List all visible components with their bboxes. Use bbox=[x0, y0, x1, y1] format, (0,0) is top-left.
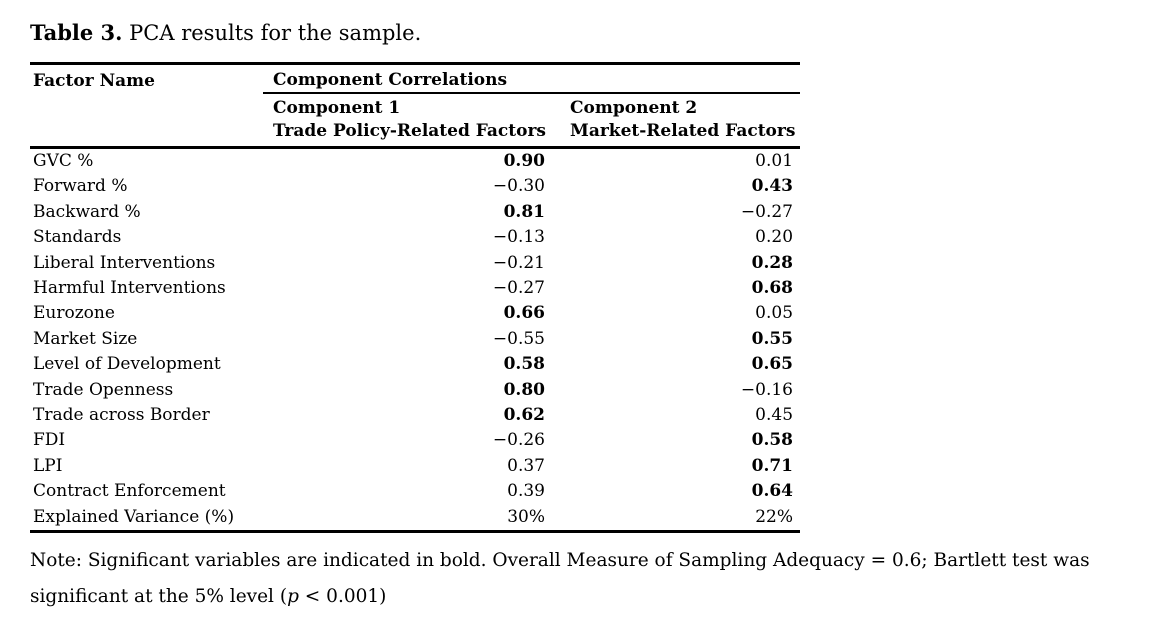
table-caption-text: PCA results for the sample. bbox=[129, 21, 422, 45]
note-line2-suffix: < 0.001) bbox=[298, 586, 387, 608]
component2-value-cell: 0.55 bbox=[751, 328, 794, 349]
component2-value-cell: 0.01 bbox=[755, 151, 794, 171]
table-row: Backward % 0.81 −0.27 bbox=[30, 200, 800, 225]
component2-header-line1: Component 2 bbox=[570, 98, 698, 118]
table-row: Level of Development 0.58 0.65 bbox=[30, 352, 800, 377]
component2-value-cell: 0.05 bbox=[755, 303, 794, 324]
factor-name-cell: Level of Development bbox=[33, 354, 221, 375]
component1-value-cell: 0.39 bbox=[507, 481, 545, 502]
component1-value-cell: 0.90 bbox=[503, 151, 545, 171]
factor-name-header: Factor Name bbox=[30, 63, 263, 149]
component1-value-cell: 0.80 bbox=[503, 379, 545, 400]
component2-value-cell: 0.28 bbox=[751, 252, 794, 273]
table-caption-label: Table 3. bbox=[30, 20, 123, 45]
note-p-symbol: p bbox=[287, 586, 299, 608]
component1-value-cell: −0.27 bbox=[492, 278, 545, 299]
component2-header-line2: Market-Related Factors bbox=[570, 121, 796, 141]
table-row: Liberal Interventions −0.21 0.28 bbox=[30, 251, 800, 276]
note-line1: Note: Significant variables are indicate… bbox=[30, 550, 1090, 572]
factor-name-cell: Liberal Interventions bbox=[33, 252, 216, 273]
factor-name-cell: Eurozone bbox=[33, 303, 115, 324]
component2-header: Component 2 Market-Related Factors bbox=[560, 93, 801, 149]
component1-header-line2: Trade Policy-Related Factors bbox=[273, 121, 546, 141]
table-row: Trade Openness 0.80 −0.16 bbox=[30, 378, 800, 403]
component2-value-cell: 0.20 bbox=[755, 227, 794, 248]
table-row: Harmful Interventions −0.27 0.68 bbox=[30, 276, 800, 301]
component1-header-line1: Component 1 bbox=[273, 98, 401, 118]
factor-name-cell: Forward % bbox=[33, 176, 128, 197]
component1-value-cell: −0.55 bbox=[492, 328, 545, 349]
table-caption: Table 3. PCA results for the sample. bbox=[30, 18, 1137, 48]
component2-value-cell: 0.68 bbox=[751, 278, 794, 299]
table-row: Contract Enforcement 0.39 0.64 bbox=[30, 479, 800, 504]
component2-value-cell: 0.43 bbox=[751, 176, 794, 197]
table-row: Standards −0.13 0.20 bbox=[30, 225, 800, 250]
table-header: Factor Name Component Correlations Compo… bbox=[30, 63, 801, 149]
component1-value-cell: 0.37 bbox=[507, 455, 545, 476]
table-row: Eurozone 0.66 0.05 bbox=[30, 301, 800, 326]
component-correlations-header: Component Correlations bbox=[263, 63, 801, 94]
factor-name-cell: Trade Openness bbox=[33, 379, 174, 400]
component1-value-cell: 0.66 bbox=[503, 303, 545, 324]
table-row: GVC % 0.90 0.01 bbox=[30, 148, 800, 175]
component1-value-cell: −0.30 bbox=[492, 176, 545, 197]
factor-name-cell: Standards bbox=[33, 227, 122, 248]
table-row: Market Size −0.55 0.55 bbox=[30, 327, 800, 352]
component1-value-cell: −0.26 bbox=[492, 430, 545, 451]
component2-value-cell: 0.64 bbox=[751, 481, 794, 502]
factor-name-cell: Contract Enforcement bbox=[33, 481, 226, 502]
factor-name-cell: Explained Variance (%) bbox=[33, 506, 235, 527]
factor-name-cell: Backward % bbox=[33, 201, 141, 222]
component2-value-cell: 0.58 bbox=[751, 430, 794, 451]
component2-value-cell: 22% bbox=[755, 506, 794, 527]
component2-value-cell: 0.65 bbox=[751, 354, 794, 375]
factor-name-cell: Trade across Border bbox=[33, 405, 210, 426]
component1-header: Component 1 Trade Policy-Related Factors bbox=[263, 93, 560, 149]
component1-value-cell: 0.81 bbox=[503, 201, 545, 222]
component1-value-cell: 0.62 bbox=[503, 405, 545, 426]
factor-name-cell: FDI bbox=[33, 430, 66, 451]
table-row: LPI 0.37 0.71 bbox=[30, 454, 800, 479]
note-line2-prefix: significant at the 5% level ( bbox=[30, 586, 288, 608]
component1-value-cell: 30% bbox=[507, 506, 545, 527]
factor-name-cell: GVC % bbox=[33, 151, 94, 171]
factor-name-cell: LPI bbox=[33, 455, 63, 476]
header-group-row: Factor Name Component Correlations bbox=[30, 63, 801, 149]
table-row: Forward % −0.30 0.43 bbox=[30, 174, 800, 199]
component2-value-cell: 0.45 bbox=[755, 405, 794, 426]
table-body: GVC % 0.90 0.01 Forward % −0.30 0.43 Backward … bbox=[30, 148, 800, 532]
table-row: FDI −0.26 0.58 bbox=[30, 428, 800, 453]
factor-name-cell: Harmful Interventions bbox=[33, 278, 226, 299]
header-component-row: Component 1 Trade Policy-Related Factors… bbox=[30, 93, 801, 149]
table-row: Trade across Border 0.62 0.45 bbox=[30, 403, 800, 428]
component2-value-cell: −0.16 bbox=[740, 379, 794, 400]
table-note: Note: Significant variables are indicate… bbox=[30, 543, 1140, 615]
pca-results-table: Factor Name Component Correlations Compo… bbox=[30, 62, 801, 534]
component2-value-cell: −0.27 bbox=[740, 201, 794, 222]
component1-value-cell: 0.58 bbox=[503, 354, 545, 375]
table-row: Explained Variance (%) 30% 22% bbox=[30, 505, 800, 532]
component1-value-cell: −0.21 bbox=[492, 252, 545, 273]
factor-name-cell: Market Size bbox=[33, 328, 138, 349]
component1-value-cell: −0.13 bbox=[492, 227, 545, 248]
component2-value-cell: 0.71 bbox=[751, 455, 794, 476]
